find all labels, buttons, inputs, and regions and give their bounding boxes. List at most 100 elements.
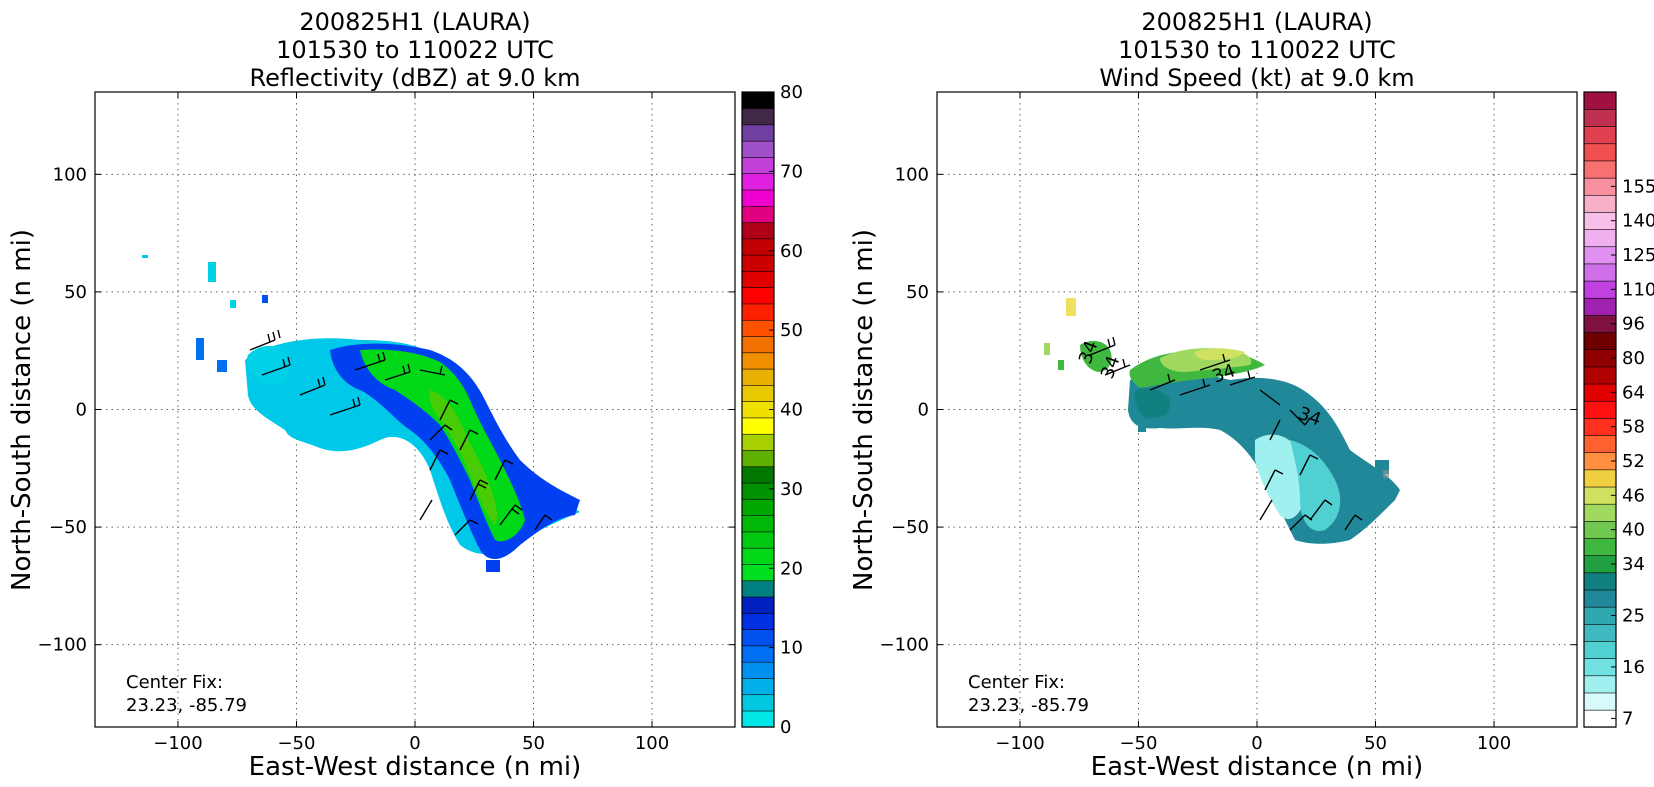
colorbar-tick-label: 10 bbox=[780, 638, 803, 659]
colorbar-bin bbox=[741, 563, 775, 582]
colorbar-tick-label: 60 bbox=[780, 241, 803, 262]
colorbar-bin bbox=[741, 482, 775, 500]
y-tick-label: 0 bbox=[918, 400, 929, 421]
chart-title-line-2: 101530 to 110022 UTC bbox=[1118, 36, 1396, 64]
center-fix-label: Center Fix: bbox=[126, 672, 223, 693]
chart-title-line-3: Reflectivity (dBZ) at 9.0 km bbox=[250, 64, 581, 92]
colorbar-bin bbox=[741, 270, 775, 288]
y-tick-label: −100 bbox=[880, 635, 929, 656]
x-axis-label: East-West distance (n mi) bbox=[249, 752, 582, 782]
colorbar-bin bbox=[1583, 91, 1617, 110]
colorbar-bin bbox=[741, 515, 775, 533]
echo-region-core-2 bbox=[429, 390, 498, 525]
colorbar-bin bbox=[1583, 400, 1617, 419]
colorbar-bin bbox=[1583, 623, 1617, 642]
colorbar-bin bbox=[741, 335, 775, 354]
colorbar-bin bbox=[741, 221, 775, 240]
reflectivity-panel: 200825H1 (LAURA) 101530 to 110022 UTC Re… bbox=[7, 8, 803, 782]
y-tick-label: 100 bbox=[53, 164, 87, 185]
colorbar-tick-label: 40 bbox=[780, 400, 803, 421]
colorbar-tick-label: 96 bbox=[1622, 314, 1645, 335]
colorbar-tick-label: 52 bbox=[1622, 451, 1645, 472]
x-tick-label: −50 bbox=[277, 733, 315, 754]
y-tick-label: 50 bbox=[906, 282, 929, 303]
wind-fragment bbox=[1058, 360, 1064, 370]
colorbar-bin bbox=[1583, 263, 1617, 282]
colorbar-bin bbox=[741, 449, 775, 468]
colorbar-bin bbox=[1583, 503, 1617, 522]
x-tick-label: −50 bbox=[1119, 733, 1157, 754]
colorbar-tick-label: 58 bbox=[1622, 417, 1645, 438]
colorbar-tick-label: 40 bbox=[1622, 520, 1645, 541]
colorbar-tick-label: 7 bbox=[1622, 708, 1633, 729]
y-ticks: −100 −50 0 50 100 bbox=[38, 164, 735, 656]
colorbar-tick-label: 64 bbox=[1622, 382, 1645, 403]
colorbar-bin bbox=[741, 694, 775, 712]
colorbar-bin bbox=[1583, 160, 1617, 179]
center-fix-label: Center Fix: bbox=[968, 672, 1065, 693]
colorbar-bin bbox=[741, 173, 775, 191]
wind-fragment bbox=[1044, 343, 1050, 355]
gridlines bbox=[95, 92, 735, 727]
colorbar-bin bbox=[741, 124, 775, 142]
colorbar-tick-label: 50 bbox=[780, 320, 803, 341]
colorbar-bin bbox=[741, 612, 775, 630]
y-tick-label: −100 bbox=[38, 635, 87, 656]
colorbar-bin bbox=[741, 107, 775, 126]
colorbar-tick-label: 46 bbox=[1622, 485, 1645, 506]
x-ticks: −100 −50 0 50 100 bbox=[153, 92, 669, 754]
x-tick-label: 100 bbox=[635, 733, 669, 754]
colorbar-bin bbox=[741, 254, 775, 272]
wind-fragment bbox=[1138, 418, 1146, 432]
echo-fragment bbox=[142, 255, 148, 258]
plot-area: Center Fix: 23.23, -85.79 −100 −50 0 50 100 … bbox=[38, 91, 736, 754]
colorbar-tick-label: 20 bbox=[780, 558, 803, 579]
colorbar-bin bbox=[741, 547, 775, 565]
wind-region-west-2 bbox=[1134, 388, 1171, 419]
colorbar-tick-label: 125 bbox=[1622, 245, 1654, 266]
x-axis-label: East-West distance (n mi) bbox=[1091, 752, 1424, 782]
colorbar-tick-label: 34 bbox=[1622, 554, 1645, 575]
chart-title-line-1: 200825H1 (LAURA) bbox=[299, 8, 530, 36]
wind-region-yellow bbox=[1195, 348, 1245, 360]
colorbar-bin bbox=[741, 710, 775, 728]
colorbar-bin bbox=[1583, 194, 1617, 213]
colorbar-tick-label: 80 bbox=[1622, 348, 1645, 369]
wind-speed-panel: 200825H1 (LAURA) 101530 to 110022 UTC Wi… bbox=[849, 8, 1654, 782]
colorbar-bin bbox=[741, 417, 775, 435]
colorbar-bin bbox=[741, 368, 775, 386]
center-fix-coords: 23.23, -85.79 bbox=[126, 695, 247, 716]
colorbar-bin bbox=[741, 189, 775, 207]
x-tick-label: −100 bbox=[995, 733, 1044, 754]
wind-speed-colorbar: 7 16 25 34 40 46 52 58 64 80 96 110 125 140 155 bbox=[1583, 91, 1654, 729]
colorbar-tick-label: 30 bbox=[780, 479, 803, 500]
center-fix-coords: 23.23, -85.79 bbox=[968, 695, 1089, 716]
y-axis-label: North-South distance (n mi) bbox=[7, 229, 37, 591]
y-tick-label: 0 bbox=[76, 400, 87, 421]
echo-fragment bbox=[262, 295, 268, 303]
colorbar-bin bbox=[741, 319, 775, 337]
colorbar-bin bbox=[741, 91, 775, 109]
y-ticks: −100 −50 0 50 100 bbox=[880, 164, 1577, 656]
wind-fragment bbox=[1383, 470, 1389, 478]
x-tick-label: 0 bbox=[409, 733, 420, 754]
y-tick-label: −50 bbox=[891, 517, 929, 538]
colorbar-bin bbox=[1583, 434, 1617, 454]
colorbar-bin bbox=[1583, 126, 1617, 145]
colorbar-bin bbox=[1583, 675, 1617, 694]
colorbar-tick-label: 155 bbox=[1622, 176, 1654, 197]
plot-area: 34 34 34 34 Center Fix: 23.23, -85.79 −1… bbox=[880, 91, 1578, 754]
colorbar-bin bbox=[1583, 366, 1617, 385]
echo-fragment bbox=[196, 338, 204, 360]
colorbar-tick-label: 80 bbox=[780, 82, 803, 103]
colorbar-bin bbox=[741, 352, 775, 370]
x-tick-label: 50 bbox=[522, 733, 545, 754]
reflectivity-field: Center Fix: 23.23, -85.79 bbox=[126, 255, 580, 716]
colorbar-tick-label: 70 bbox=[780, 161, 803, 182]
colorbar-bin bbox=[1583, 108, 1617, 127]
reflectivity-colorbar: 0 10 20 30 40 50 60 70 80 bbox=[741, 82, 803, 738]
colorbar-bin bbox=[741, 205, 775, 223]
echo-fragment bbox=[486, 560, 500, 572]
x-tick-label: 0 bbox=[1251, 733, 1262, 754]
